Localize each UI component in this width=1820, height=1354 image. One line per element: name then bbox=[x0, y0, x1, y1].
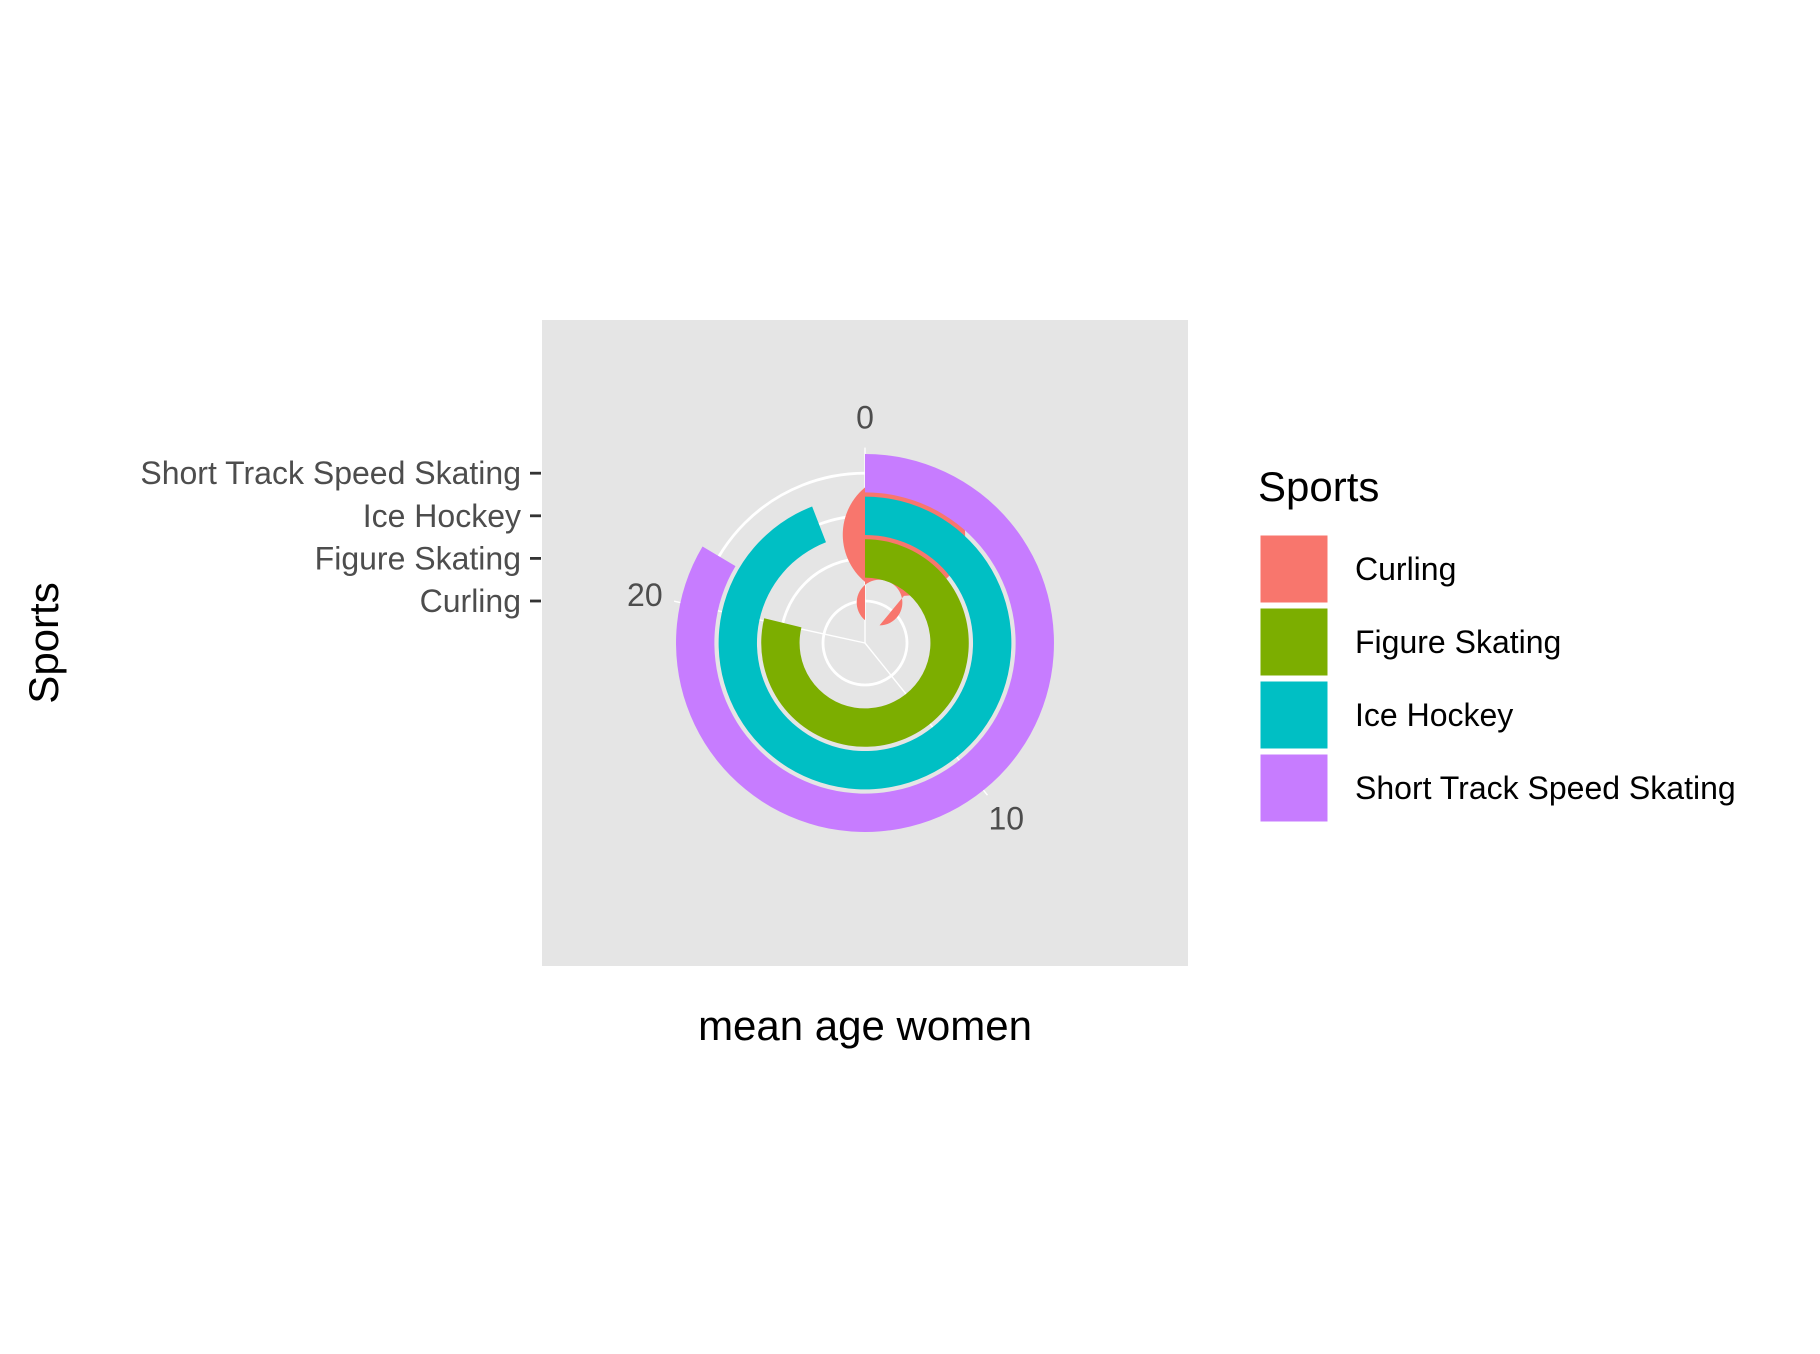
legend-key-ice-hockey bbox=[1257, 678, 1331, 752]
legend-key-curling bbox=[1257, 532, 1331, 606]
legend-key-short-track-speed-skating bbox=[1257, 751, 1331, 825]
legend-label-ice-hockey: Ice Hockey bbox=[1355, 697, 1513, 733]
theta-tick-0: 0 bbox=[856, 400, 874, 436]
legend-title: Sports bbox=[1258, 463, 1379, 510]
theta-tick-labels: 0 10 20 bbox=[627, 400, 1024, 837]
theta-tick-20: 20 bbox=[627, 577, 663, 613]
radial-axis: Curling Figure Skating Ice Hockey Short Tra… bbox=[140, 455, 541, 619]
x-axis-title: mean age women bbox=[698, 1002, 1032, 1049]
legend-label-curling: Curling bbox=[1355, 551, 1456, 587]
radial-label-ice-hockey: Ice Hockey bbox=[363, 498, 521, 534]
radial-label-figure-skating: Figure Skating bbox=[315, 540, 521, 576]
theta-tick-10: 10 bbox=[988, 801, 1024, 837]
radial-label-short-track-speed-skating: Short Track Speed Skating bbox=[140, 455, 521, 491]
legend: Sports Curling Figure Skating Ice Hockey Sh… bbox=[1257, 463, 1736, 825]
radial-label-curling: Curling bbox=[420, 583, 521, 619]
y-axis-title: Sports bbox=[20, 582, 67, 703]
polar-bars bbox=[676, 454, 1054, 832]
bar-figure-skating bbox=[761, 539, 969, 747]
legend-key-figure-skating bbox=[1257, 605, 1331, 679]
legend-label-short-track-speed-skating: Short Track Speed Skating bbox=[1355, 770, 1736, 806]
legend-label-figure-skating: Figure Skating bbox=[1355, 624, 1561, 660]
